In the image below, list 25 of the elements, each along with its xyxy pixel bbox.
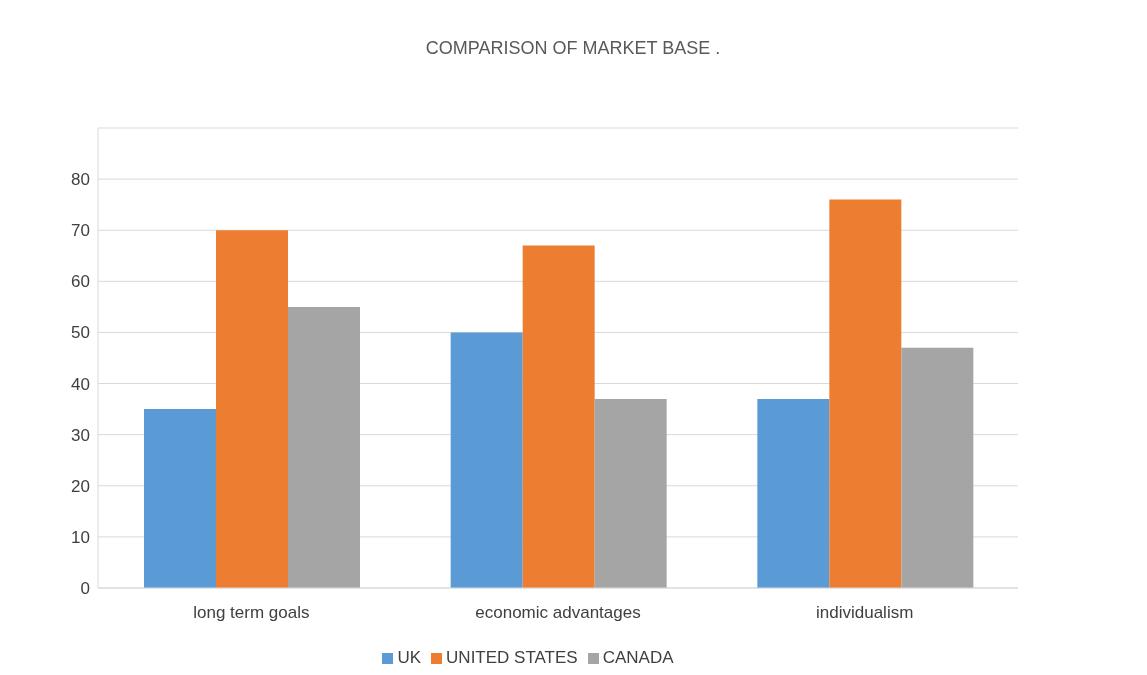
legend-label: UK	[397, 648, 422, 667]
bar	[144, 409, 216, 588]
y-tick-label: 30	[71, 425, 90, 445]
x-tick-label: long term goals	[193, 603, 310, 623]
bar	[594, 398, 667, 588]
bar	[216, 230, 288, 588]
x-tick-label: individualism	[816, 603, 914, 623]
bar	[901, 347, 974, 588]
bar	[757, 398, 830, 588]
bar	[288, 306, 360, 588]
y-tick-label: 60	[71, 272, 90, 292]
chart-title: COMPARISON OF MARKET BASE .	[424, 37, 722, 60]
y-tick-label: 70	[71, 221, 90, 241]
bar	[522, 245, 595, 588]
legend-label: CANADA	[602, 648, 674, 667]
y-tick-label: 10	[71, 527, 90, 547]
bar	[829, 199, 902, 588]
x-tick-label: economic advantages	[475, 603, 641, 623]
legend-label: UNITED STATES	[446, 648, 578, 667]
bar	[450, 332, 523, 588]
y-tick-label: 50	[71, 323, 90, 343]
y-tick-label: 20	[71, 476, 90, 496]
y-tick-label: 40	[71, 374, 90, 394]
y-tick-label: 80	[71, 170, 90, 190]
y-tick-label: 0	[80, 579, 90, 599]
